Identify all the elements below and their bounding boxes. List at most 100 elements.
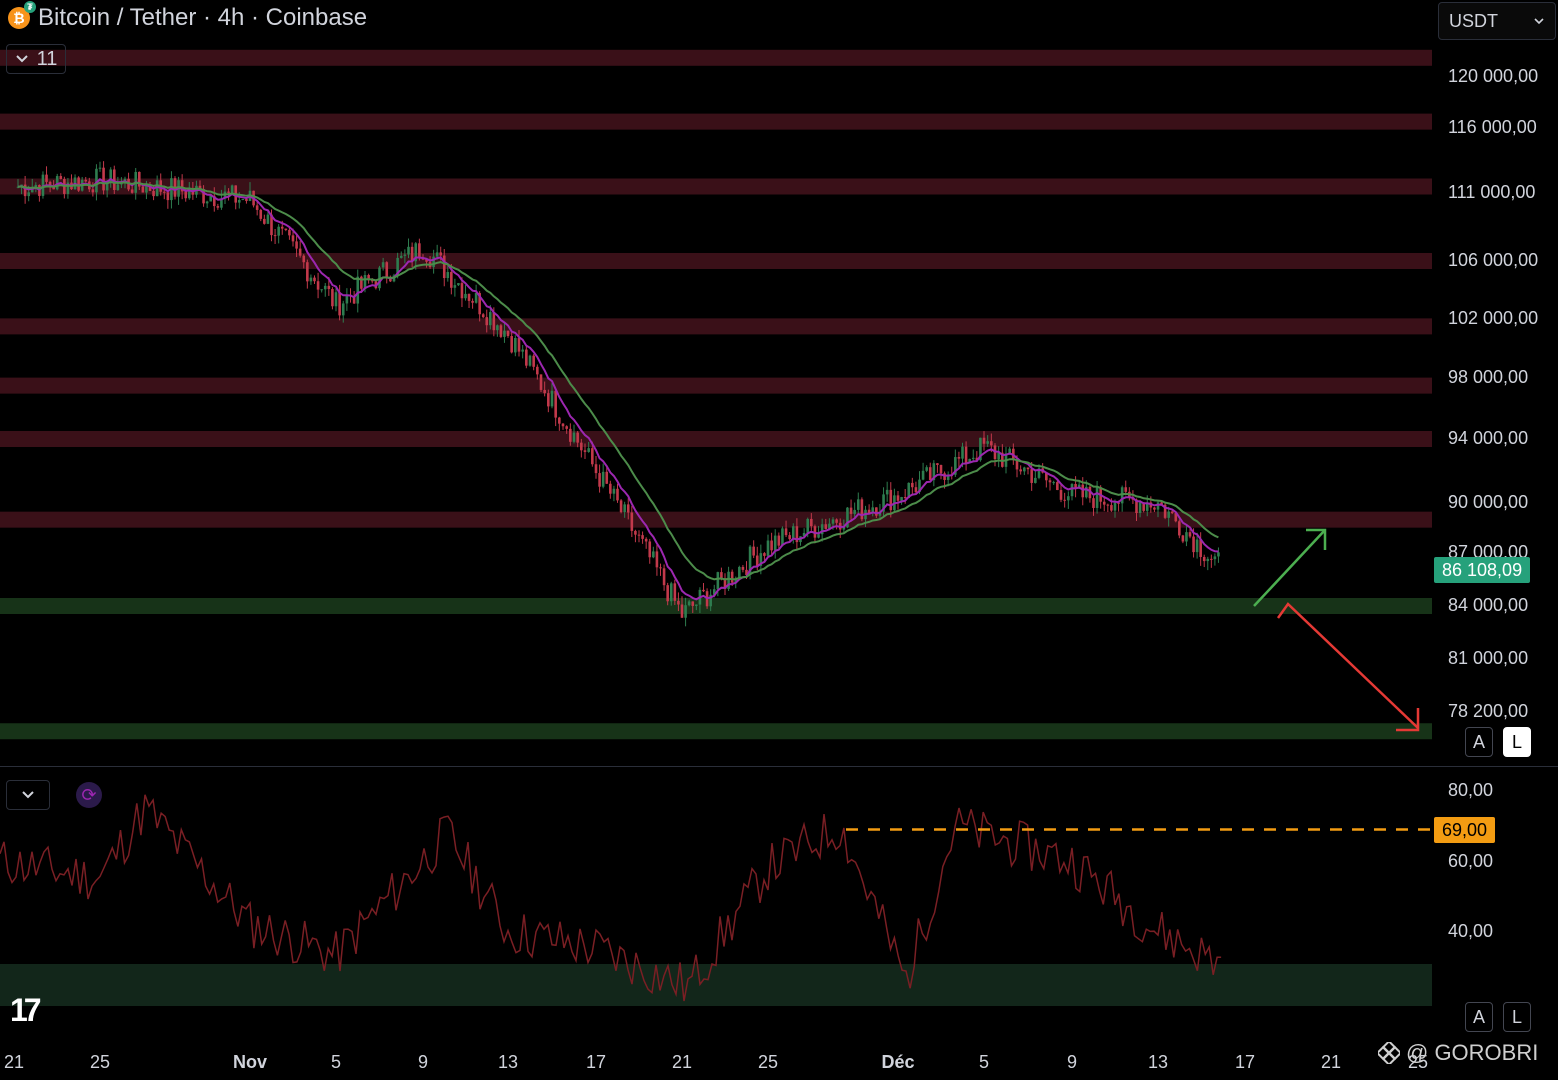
candle-body [623, 504, 626, 513]
candle-body [619, 500, 623, 513]
candle-body [691, 601, 695, 606]
rsi-line [0, 794, 1222, 1002]
candle-body [565, 426, 568, 429]
candle-body [1124, 487, 1128, 492]
rsi-auto-scale-button[interactable]: A [1465, 1002, 1493, 1032]
candle-body [23, 184, 27, 197]
candle-body [510, 336, 513, 353]
candle-body [896, 495, 900, 501]
rsi-collapse-button[interactable] [6, 780, 50, 810]
candle-body [986, 441, 989, 444]
indicators-collapse-button[interactable]: 11 [6, 44, 66, 74]
candle-body [467, 293, 471, 301]
bearish-arrow-head [1396, 708, 1420, 732]
price-tick: 90 000,00 [1448, 492, 1529, 512]
candle-body [525, 349, 528, 366]
candle-body [155, 180, 159, 197]
candle-body [1138, 502, 1142, 514]
candle-body [558, 417, 561, 424]
date-tick: 17 [1234, 1052, 1256, 1072]
candle-body [1092, 498, 1095, 508]
candle-body [777, 535, 781, 546]
candle-body [928, 467, 932, 481]
candle-body [1117, 502, 1120, 504]
rsi-tick: 60,00 [1448, 851, 1494, 871]
resistance-band [0, 511, 1432, 528]
date-tick: 5 [330, 1052, 342, 1072]
candle-body [385, 262, 389, 278]
candle-body [302, 255, 306, 263]
candle-body [824, 524, 828, 530]
candle-body [730, 571, 734, 583]
candle-body [788, 535, 791, 540]
candle-body [485, 317, 489, 326]
indicator-count: 11 [36, 47, 58, 70]
resistance-band [0, 431, 1432, 447]
candle-body [1178, 521, 1181, 536]
date-tick: 21 [671, 1052, 693, 1072]
candle-body [403, 254, 407, 256]
candle-body [734, 578, 738, 583]
candle-body [634, 530, 637, 535]
candle-body [492, 312, 496, 331]
refresh-icon[interactable]: ⟳ [76, 782, 102, 808]
candle-body [1142, 502, 1145, 511]
candle-body [184, 191, 188, 199]
candle-body [835, 519, 838, 523]
current-price-badge: 86 108,09 [1434, 557, 1531, 583]
candle-body [313, 277, 316, 282]
auto-scale-button[interactable]: A [1465, 727, 1493, 757]
candle-body [1206, 558, 1210, 562]
candle-body [145, 184, 148, 193]
candle-body [198, 185, 202, 190]
candle-body [576, 432, 579, 443]
candle-body [684, 605, 687, 618]
candle-body [677, 600, 680, 605]
candle-body [875, 507, 878, 516]
symbol-title-text: Bitcoin / Tether · 4h · Coinbase [38, 4, 368, 31]
candle-body [59, 176, 63, 179]
candle-body [418, 243, 421, 259]
candle-body [1167, 511, 1170, 518]
rsi-tick: 40,00 [1448, 921, 1494, 941]
candle-body [1034, 477, 1037, 483]
pane-divider[interactable] [0, 766, 1558, 767]
log-scale-button[interactable]: L [1503, 727, 1531, 757]
candle-body [550, 390, 554, 407]
candle-body [499, 325, 503, 337]
tradingview-logo[interactable]: 17 [10, 992, 42, 1028]
candle-body [263, 218, 266, 224]
candle-body [1135, 499, 1138, 514]
candle-body [569, 428, 572, 442]
candle-body [360, 276, 363, 289]
candle-body [1153, 507, 1156, 510]
candle-body [1074, 483, 1077, 489]
candle-body [759, 553, 763, 566]
candle-body [738, 566, 741, 579]
candle-body [370, 280, 374, 282]
candle-body [673, 583, 677, 601]
candle-body [990, 441, 993, 446]
candle-body [644, 538, 648, 542]
rsi-log-scale-button[interactable]: L [1503, 1002, 1531, 1032]
candle-body [152, 190, 155, 197]
price-tick: 81 000,00 [1448, 648, 1529, 668]
candle-body [471, 300, 474, 303]
candle-body [842, 527, 846, 530]
candle-body [572, 432, 576, 442]
rsi-level-badge: 69,00 [1434, 817, 1496, 843]
currency-select[interactable]: USDT [1438, 2, 1556, 40]
candle-body [1188, 532, 1192, 537]
candle-body [141, 186, 145, 193]
candle-body [1037, 468, 1041, 478]
ema-slow-line [17, 180, 1219, 581]
watermark: @ GOROBRI [1378, 1040, 1538, 1066]
candle-body [1026, 467, 1030, 470]
candle-body [669, 583, 673, 602]
resistance-band [0, 49, 1432, 66]
symbol-title[interactable]: ₿ ₮ Bitcoin / Tether · 4h · Coinbase [8, 1, 368, 32]
candle-body [266, 214, 270, 224]
oversold-zone [0, 964, 1432, 1006]
candle-body [255, 205, 259, 210]
